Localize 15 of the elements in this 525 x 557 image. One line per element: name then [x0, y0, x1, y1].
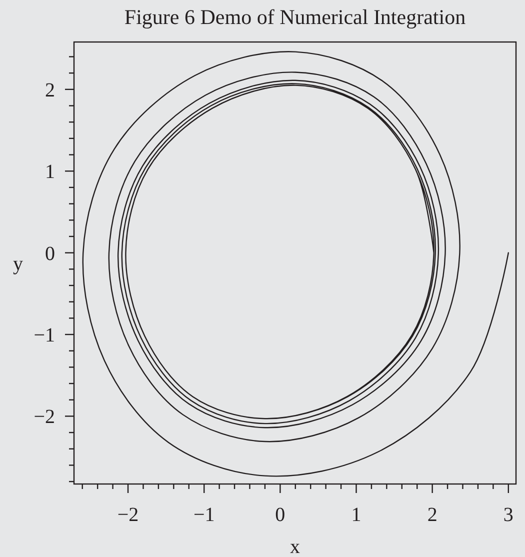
y-tick-label: −1	[34, 324, 55, 346]
x-tick-label: 0	[275, 504, 286, 526]
x-tick-label: −1	[193, 504, 215, 526]
y-tick-label: −2	[34, 406, 55, 428]
line-series	[82, 51, 509, 476]
chart-title: Figure 6 Demo of Numerical Integration	[124, 5, 466, 29]
x-tick-label: 3	[503, 504, 514, 526]
y-tick-label: 0	[45, 242, 55, 265]
x-tick-label: 2	[427, 504, 438, 526]
x-tick-label: 1	[351, 504, 362, 526]
y-tick-label: 2	[45, 79, 55, 102]
y-tick-label: 1	[45, 161, 55, 184]
x-axis-title: x	[290, 536, 300, 557]
x-tick-label: −2	[117, 504, 139, 526]
y-axis-title: y	[13, 253, 23, 275]
